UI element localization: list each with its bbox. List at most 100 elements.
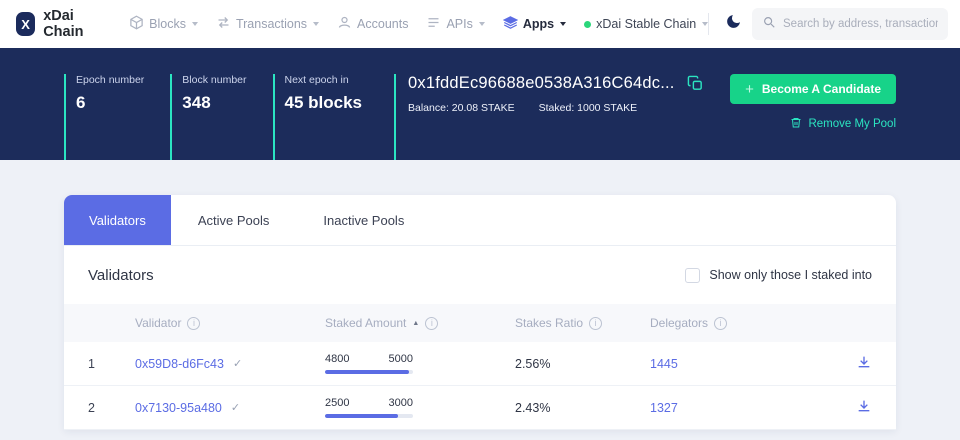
transactions-icon [216, 15, 231, 33]
stat-value: 45 blocks [284, 93, 363, 112]
staking-hero: Epoch number 6 Block number 348 Next epo… [0, 48, 960, 160]
main-nav: Blocks Transactions Accounts APIs [129, 15, 709, 33]
xdai-logo-icon: X [16, 12, 36, 36]
top-navbar: X xDai Chain Blocks Transactions Account… [0, 0, 960, 48]
staked-progress-bar [325, 414, 413, 418]
column-header-delegators[interactable]: Delegators i [650, 316, 832, 330]
staked-filter-checkbox[interactable] [685, 267, 701, 283]
section-title: Validators [88, 266, 154, 284]
info-icon[interactable]: i [187, 316, 201, 330]
nav-item-apps[interactable]: Apps [502, 15, 567, 33]
info-icon[interactable]: i [714, 316, 728, 330]
table-header-row: Validator i Staked Amount ▲ i Stakes Rat… [64, 304, 896, 342]
delegators-count-link[interactable]: 1327 [650, 400, 678, 415]
download-icon [856, 354, 872, 373]
stat-block-number: Block number 348 [170, 74, 247, 160]
account-icon [337, 15, 352, 33]
network-status-dot-icon [584, 20, 592, 28]
blocks-cube-icon [129, 15, 144, 33]
nav-item-transactions[interactable]: Transactions [216, 15, 320, 33]
stat-next-epoch: Next epoch in 45 blocks [272, 74, 363, 160]
search-box[interactable] [752, 8, 948, 40]
account-summary: 0x1fddEc96688e0538A316C64dc... Balance: … [394, 74, 704, 160]
staked-current: 2500 [325, 397, 350, 409]
staked-amount-cell: 2500 3000 [325, 397, 413, 418]
stakes-ratio: 2.43% [515, 400, 551, 415]
brand-name: xDai Chain [43, 8, 84, 40]
tab-inactive-pools[interactable]: Inactive Pools [323, 212, 405, 228]
download-icon [856, 398, 872, 417]
column-label: Staked Amount [325, 316, 407, 330]
column-label: Stakes Ratio [515, 316, 584, 330]
sort-ascending-icon: ▲ [412, 319, 420, 327]
nav-item-blocks[interactable]: Blocks [129, 15, 198, 33]
stat-label: Next epoch in [284, 74, 349, 86]
become-candidate-button[interactable]: + Become A Candidate [730, 74, 896, 104]
brand-logo-link[interactable]: X xDai Chain [16, 8, 103, 40]
info-icon[interactable]: i [425, 316, 439, 330]
staked-max: 5000 [388, 353, 413, 365]
download-button[interactable] [832, 398, 872, 417]
staked-filter-label: Show only those I staked into [709, 268, 872, 282]
column-label: Delegators [650, 316, 709, 330]
chevron-down-icon [560, 22, 567, 26]
balance-text: Balance: 20.08 STAKE [408, 102, 515, 114]
stat-value: 348 [182, 93, 211, 112]
network-name: xDai Stable Chain [596, 17, 697, 31]
chevron-down-icon [478, 22, 485, 26]
verified-check-icon: ✓ [230, 402, 241, 414]
chevron-down-icon [702, 22, 709, 26]
remove-pool-label: Remove My Pool [808, 118, 896, 130]
copy-address-button[interactable] [687, 75, 704, 92]
nav-label: Blocks [149, 17, 186, 31]
staked-current: 4800 [325, 353, 350, 365]
pools-tabs: Validators Active Pools Inactive Pools [64, 195, 896, 246]
column-label: Validator [135, 316, 182, 330]
moon-icon [725, 13, 742, 35]
search-icon [762, 15, 776, 34]
staked-filter[interactable]: Show only those I staked into [685, 267, 872, 283]
nav-item-accounts[interactable]: Accounts [337, 15, 408, 33]
download-button[interactable] [832, 354, 872, 373]
row-index: 2 [88, 400, 95, 415]
staked-max: 3000 [388, 397, 413, 409]
column-header-staked-amount[interactable]: Staked Amount ▲ i [325, 316, 515, 330]
table-row: 1 0x59D8-d6Fc43 ✓ 4800 5000 2.56% 1445 [64, 342, 896, 386]
stat-label: Epoch number [76, 74, 145, 86]
nav-label: Transactions [235, 17, 308, 31]
search-input[interactable] [783, 18, 938, 30]
chevron-down-icon [313, 22, 320, 26]
chevron-down-icon [191, 22, 198, 26]
staked-amount-cell: 4800 5000 [325, 353, 413, 374]
nav-label: APIs [446, 17, 473, 31]
validator-address-link[interactable]: 0x7130-95a480 [135, 400, 222, 415]
validators-card: Validators Active Pools Inactive Pools V… [64, 195, 896, 430]
column-header-stakes-ratio[interactable]: Stakes Ratio i [515, 316, 650, 330]
remove-pool-button[interactable]: Remove My Pool [790, 116, 896, 132]
plus-icon: + [745, 80, 754, 98]
trash-icon [790, 116, 802, 132]
nav-label: Apps [522, 17, 555, 31]
nav-item-apis[interactable]: APIs [426, 15, 485, 33]
stakes-ratio: 2.56% [515, 356, 551, 371]
column-header-validator[interactable]: Validator i [135, 316, 325, 330]
stat-epoch-number: Epoch number 6 [64, 74, 144, 160]
validator-address-link[interactable]: 0x59D8-d6Fc43 [135, 356, 224, 371]
table-row: 2 0x7130-95a480 ✓ 2500 3000 2.43% 1327 [64, 386, 896, 430]
apps-stack-icon [502, 15, 519, 33]
network-selector[interactable]: xDai Stable Chain [584, 17, 709, 31]
tab-validators[interactable]: Validators [64, 195, 171, 245]
become-candidate-label: Become A Candidate [761, 82, 881, 96]
row-index: 1 [88, 356, 95, 371]
tab-active-pools[interactable]: Active Pools [197, 212, 270, 228]
stat-value: 6 [76, 93, 86, 112]
dark-mode-toggle[interactable] [725, 13, 742, 35]
stat-label: Block number [182, 74, 247, 86]
navbar-divider [708, 13, 709, 35]
staked-progress-bar [325, 370, 413, 374]
info-icon[interactable]: i [589, 316, 603, 330]
nav-label: Accounts [357, 17, 409, 31]
account-address: 0x1fddEc96688e0538A316C64dc... [408, 74, 675, 92]
apis-icon [426, 15, 441, 33]
delegators-count-link[interactable]: 1445 [650, 356, 678, 371]
